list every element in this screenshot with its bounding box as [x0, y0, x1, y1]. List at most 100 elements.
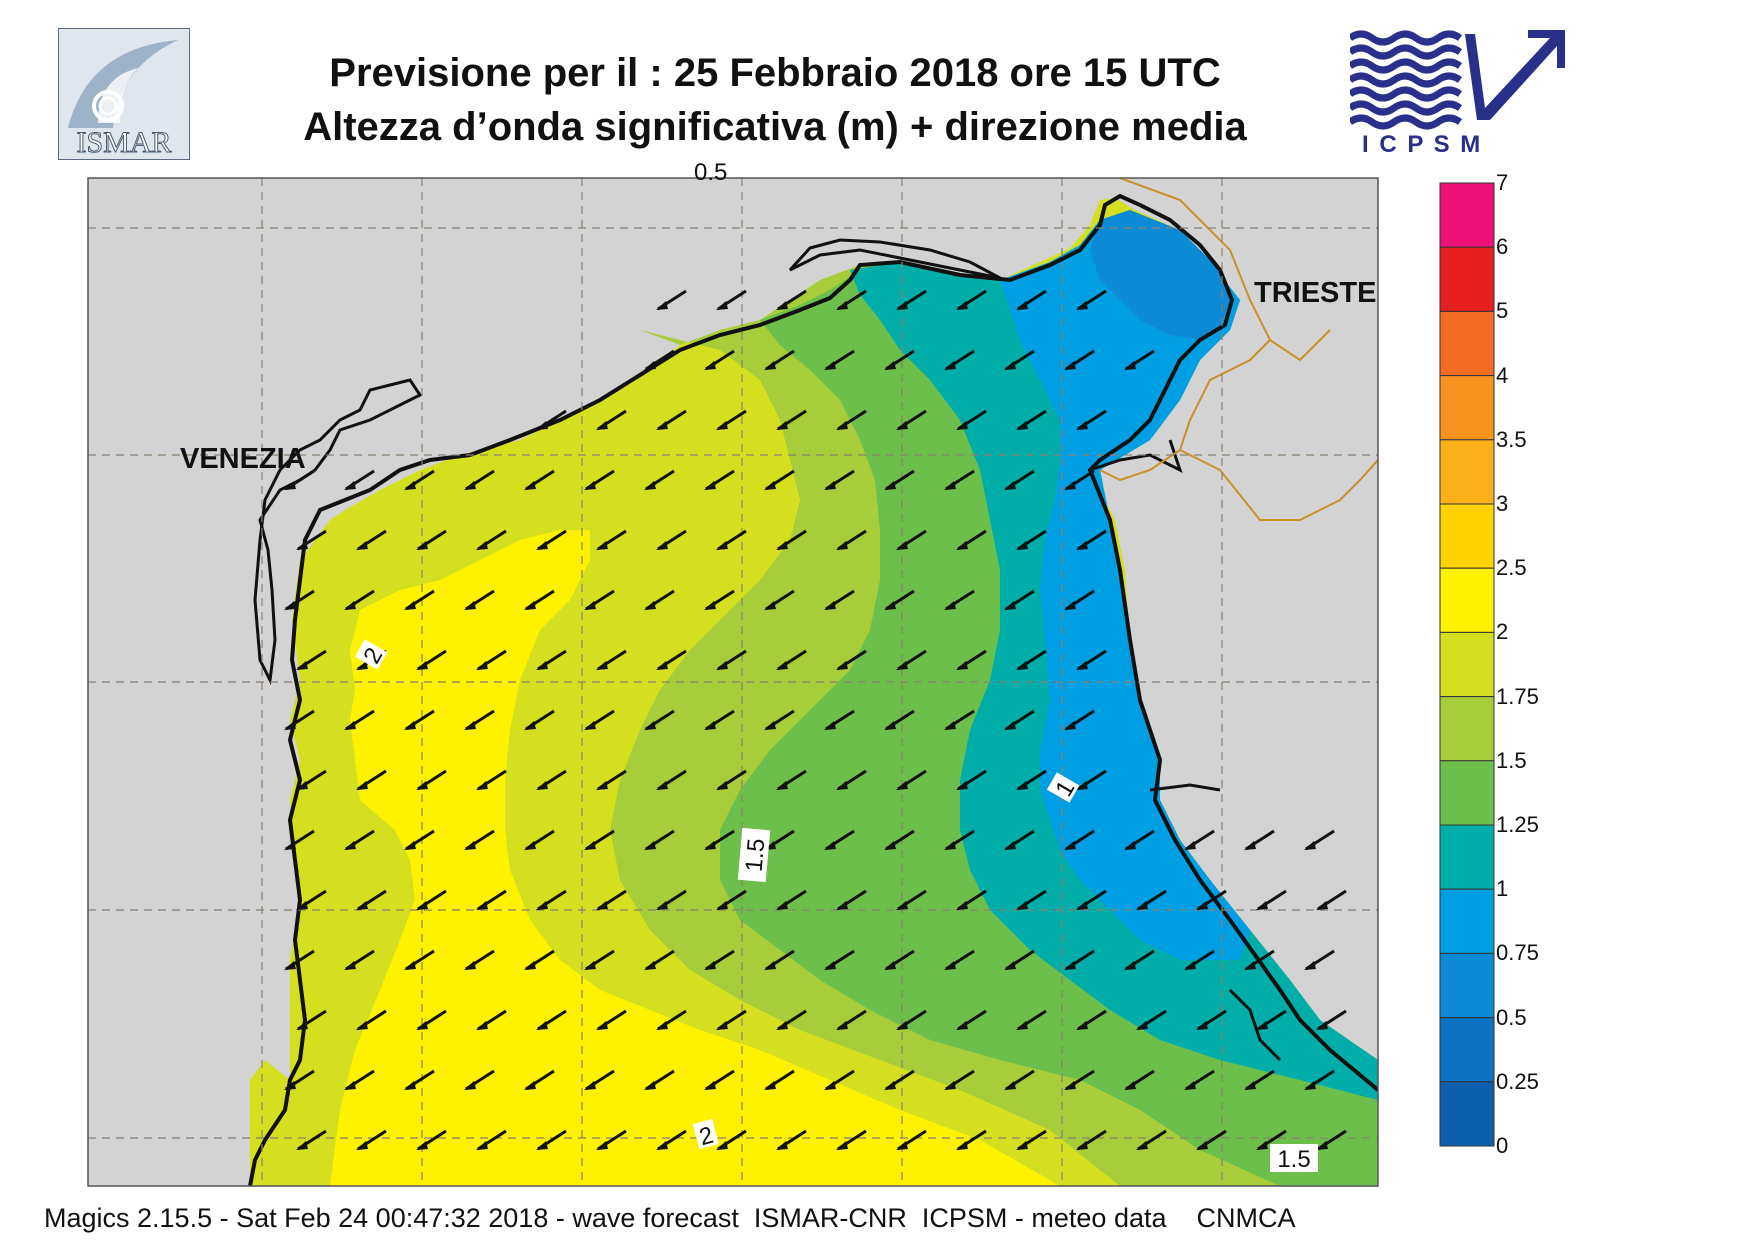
- wave-arrow: [524, 1069, 555, 1091]
- legend-swatch: [1439, 952, 1495, 1019]
- wave-arrow: [596, 769, 627, 791]
- wave-arrow: [764, 949, 795, 971]
- wave-arrow: [704, 1069, 735, 1091]
- wave-arrow: [1244, 829, 1275, 851]
- wave-arrow: [356, 889, 387, 911]
- wave-arrow: [824, 589, 855, 611]
- wave-arrow: [944, 709, 975, 731]
- wave-arrow: [596, 529, 627, 551]
- wave-arrow: [884, 349, 915, 371]
- wave-arrow: [644, 349, 675, 371]
- wave-arrow: [1256, 889, 1287, 911]
- wave-arrow: [764, 349, 795, 371]
- wave-arrow: [656, 289, 687, 311]
- wave-arrow: [296, 1009, 327, 1031]
- legend-level-label: 4: [1496, 362, 1509, 388]
- legend-level-label: 1.5: [1496, 747, 1527, 773]
- wave-arrow: [944, 829, 975, 851]
- wave-arrow: [716, 889, 747, 911]
- istria-coast: [1089, 439, 1282, 1062]
- wave-arrow: [536, 889, 567, 911]
- wave-arrow: [1244, 949, 1275, 971]
- wave-arrow: [896, 529, 927, 551]
- legend-swatch: [1439, 760, 1495, 826]
- wave-arrow: [584, 1069, 615, 1091]
- legend-swatch: [1439, 631, 1495, 698]
- wave-arrow: [836, 529, 867, 551]
- wave-arrow: [356, 1009, 387, 1031]
- grado-lagoon: [788, 238, 1001, 280]
- wave-arrow: [644, 709, 675, 731]
- wave-arrow: [944, 1069, 975, 1091]
- venice-lagoon: [253, 378, 423, 686]
- wave-arrow: [776, 649, 807, 671]
- wave-arrow: [896, 289, 927, 311]
- legend-level-label: 0.5: [1496, 1004, 1527, 1030]
- wave-arrow: [284, 589, 315, 611]
- wave-arrow: [1064, 589, 1095, 611]
- wave-arrow: [1304, 949, 1335, 971]
- wave-arrow: [536, 769, 567, 791]
- wave-arrow: [956, 1129, 987, 1151]
- legend-level-label: 5: [1496, 298, 1509, 324]
- wave-arrow: [704, 589, 735, 611]
- wave-arrow: [836, 289, 867, 311]
- wave-arrow: [1076, 1129, 1107, 1151]
- wave-arrow: [1004, 829, 1035, 851]
- ismar-logo-text: ISMAR: [76, 126, 171, 159]
- legend-level-label: 1: [1496, 876, 1509, 902]
- wave-arrow: [1016, 649, 1047, 671]
- wave-arrow: [764, 1069, 795, 1091]
- wave-arrow: [776, 1009, 807, 1031]
- legend-swatch: [1439, 1081, 1495, 1147]
- wave-arrow: [1004, 1069, 1035, 1091]
- colour-legend: [1439, 182, 1495, 1147]
- wave-arrow: [1196, 889, 1227, 911]
- wave-arrow: [884, 1069, 915, 1091]
- wave-arrow: [1076, 769, 1107, 791]
- wave-arrow: [1244, 1069, 1275, 1091]
- wave-arrow: [1016, 409, 1047, 431]
- legend-swatch: [1439, 888, 1495, 954]
- wave-arrow: [836, 409, 867, 431]
- wave-arrow: [596, 889, 627, 911]
- wave-arrow: [1196, 1129, 1227, 1151]
- wave-arrow: [1016, 529, 1047, 551]
- wave-arrow: [356, 769, 387, 791]
- wave-arrow: [524, 829, 555, 851]
- wave-arrow: [464, 469, 495, 491]
- wave-arrow: [1076, 409, 1107, 431]
- wave-arrow: [1184, 829, 1215, 851]
- wave-arrow: [836, 649, 867, 671]
- wave-arrow: [944, 469, 975, 491]
- wave-arrow: [404, 1069, 435, 1091]
- footer-credits: Magics 2.15.5 - Sat Feb 24 00:47:32 2018…: [44, 1203, 1296, 1233]
- wave-arrow: [944, 949, 975, 971]
- icpsm-logo: I C P S M: [1347, 28, 1585, 158]
- wave-arrow: [1136, 1009, 1167, 1031]
- wave-arrow: [956, 289, 987, 311]
- wave-arrow: [1076, 649, 1107, 671]
- wave-arrow: [896, 769, 927, 791]
- wave-arrow: [824, 349, 855, 371]
- wave-arrow: [836, 1009, 867, 1031]
- wave-arrow: [1004, 709, 1035, 731]
- wave-arrow: [1004, 349, 1035, 371]
- wave-arrow: [284, 829, 315, 851]
- wave-arrow: [1304, 829, 1335, 851]
- wave-arrow: [956, 769, 987, 791]
- page-title: Previsione per il : 25 Febbraio 2018 ore…: [200, 46, 1350, 154]
- legend-level-label: 2.5: [1496, 555, 1527, 581]
- wave-arrow: [476, 769, 507, 791]
- wave-arrow: [956, 529, 987, 551]
- wave-arrow: [404, 469, 435, 491]
- wave-arrow: [296, 649, 327, 671]
- wave-arrow: [824, 949, 855, 971]
- wave-arrow: [1196, 1009, 1227, 1031]
- legend-level-label: 2: [1496, 619, 1509, 645]
- wave-arrow: [776, 769, 807, 791]
- wave-arrow: [884, 709, 915, 731]
- wave-arrow: [1004, 949, 1035, 971]
- wave-arrow: [416, 1129, 447, 1151]
